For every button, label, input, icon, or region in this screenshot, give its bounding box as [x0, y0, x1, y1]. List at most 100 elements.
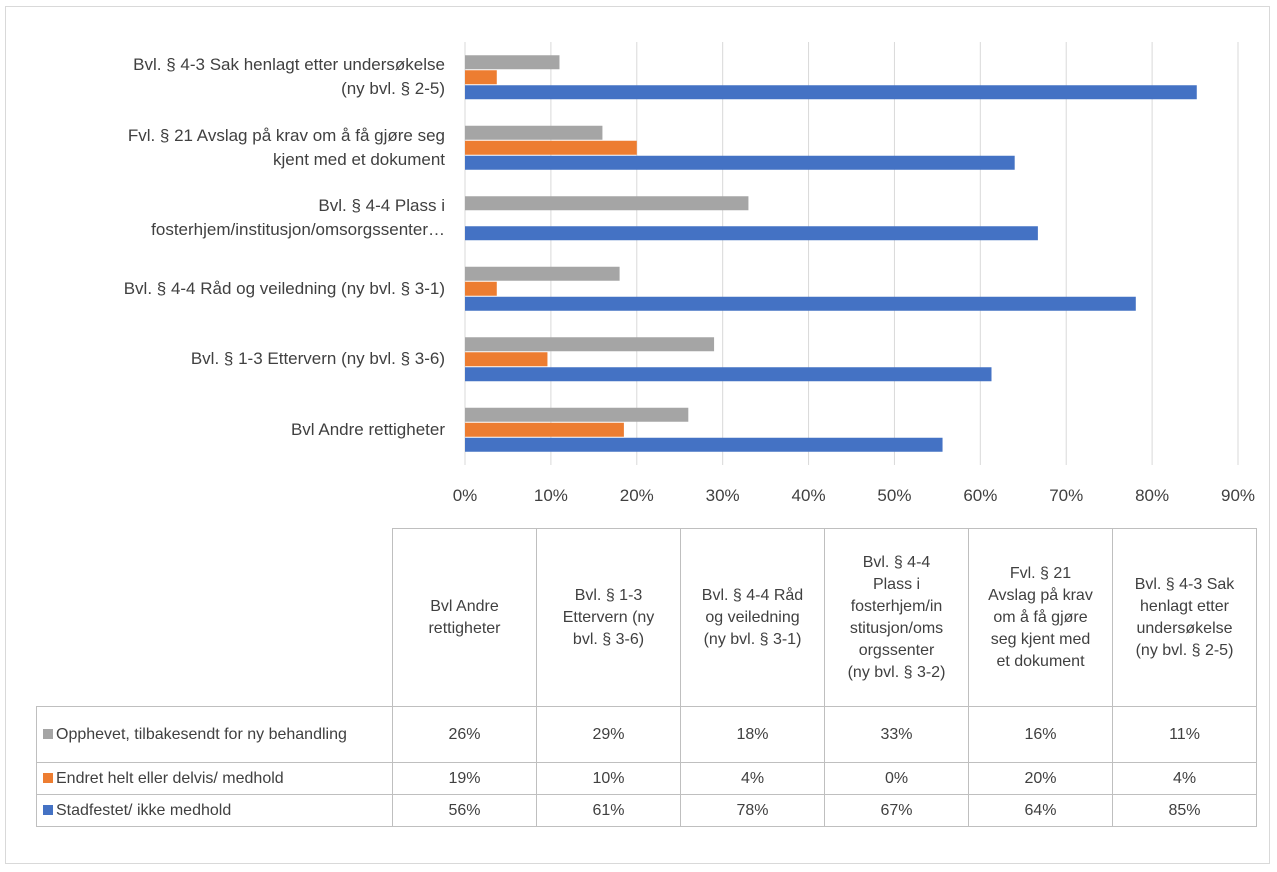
table-header-line: seg kjent med — [990, 630, 1091, 648]
category-label-line: Bvl. § 4-3 Sak henlagt etter undersøkels… — [133, 55, 445, 75]
data-label: 19% — [392, 762, 537, 795]
table-header-line: og veiledning — [705, 608, 800, 626]
bar — [465, 422, 624, 437]
bar — [465, 296, 1136, 311]
table-header-line: orgssenter — [858, 641, 935, 659]
category-label-line: (ny bvl. § 2-5) — [341, 79, 445, 99]
legend-swatch — [43, 728, 53, 739]
table-row: Stadfestet/ ikke medhold 56% 61% 78% 67% 64% 8… — [36, 794, 1257, 827]
category-label-line: kjent med et dokument — [273, 149, 445, 169]
bar — [465, 85, 1197, 100]
table-header-line: Fvl. § 21 — [1009, 564, 1072, 582]
data-label: 18% — [680, 706, 825, 763]
legend-label: Endret helt eller delvis/ medhold — [56, 769, 284, 787]
table-header-line: Bvl. § 4-4 — [862, 553, 931, 571]
table-header-line: (ny bvl. § 3-1) — [703, 630, 802, 648]
table-header: Bvl. § 4-4 Råd og veiledning (ny bvl. § 3-… — [680, 528, 825, 707]
data-label: 10% — [536, 762, 681, 795]
table-row: Endret helt eller delvis/ medhold 19% 10% 4… — [36, 762, 1257, 795]
tick-label: 70% — [1049, 486, 1084, 505]
bar — [465, 70, 497, 85]
data-label: 67% — [824, 794, 969, 827]
data-label: 26% — [392, 706, 537, 763]
bar — [465, 266, 620, 281]
table-header-line: henlagt etter — [1140, 597, 1229, 615]
tick-label: 10% — [533, 486, 568, 505]
data-label: 16% — [968, 706, 1113, 763]
bar — [465, 55, 560, 70]
tick-label: 40% — [791, 486, 826, 505]
bar — [465, 196, 749, 211]
bar — [465, 437, 943, 452]
category-label: Bvl. § 1-3 Ettervern (ny bvl. § 3-6) — [5, 347, 445, 371]
table-corner — [36, 528, 393, 707]
table-header: Fvl. § 21 Avslag på krav om å få gjøre seg … — [968, 528, 1113, 707]
legend-entry: Opphevet, tilbakesendt for ny behandling — [36, 706, 393, 763]
table-header-line: (ny bvl. § 2-5) — [1135, 641, 1234, 659]
tick-label: 60% — [963, 486, 998, 505]
legend-swatch — [43, 804, 53, 815]
table-header: Bvl. § 1-3 Ettervern (ny bvl. § 3-6) — [536, 528, 681, 707]
category-label-line: Bvl. § 4-4 Råd og veiledning (ny bvl. § … — [123, 278, 445, 298]
data-label: 0% — [824, 762, 969, 795]
table-header-line: Bvl. § 1-3 — [574, 586, 643, 604]
table-header-line: Bvl. § 4-4 Råd — [701, 586, 804, 604]
table-header-line: Avslag på krav — [988, 586, 1093, 604]
category-label: Bvl. § 4-4 Råd og veiledning (ny bvl. § … — [5, 277, 445, 301]
table-header-line: fosterhjem/in — [850, 597, 943, 615]
tick-label: 0% — [452, 486, 478, 505]
data-label: 33% — [824, 706, 969, 763]
table-header-line: rettigheter — [428, 619, 501, 637]
data-label: 78% — [680, 794, 825, 827]
data-label: 4% — [680, 762, 825, 795]
table-header-line: Ettervern (ny — [562, 608, 655, 626]
table-header-line: undersøkelse — [1136, 619, 1233, 637]
tick-label: 90% — [1220, 486, 1256, 505]
table-header-line: bvl. § 3-6) — [572, 630, 645, 648]
table-header: Bvl. § 4-3 Sak henlagt etter undersøkelse (… — [1112, 528, 1257, 707]
data-label: 85% — [1112, 794, 1257, 827]
bar — [465, 155, 1015, 170]
data-label: 64% — [968, 794, 1113, 827]
legend-label: Stadfestet/ ikke medhold — [56, 801, 232, 819]
bar — [465, 226, 1038, 241]
bar — [465, 125, 603, 140]
data-label: 4% — [1112, 762, 1257, 795]
table-header-line: (ny bvl. § 3-2) — [847, 663, 946, 681]
category-label: Bvl. § 4-3 Sak henlagt etter undersøkels… — [5, 53, 445, 101]
legend-entry: Endret helt eller delvis/ medhold — [36, 762, 393, 795]
table-header-line: stitusjon/oms — [849, 619, 944, 637]
data-label: 29% — [536, 706, 681, 763]
category-label-line: Bvl Andre rettigheter — [290, 419, 445, 439]
tick-label: 50% — [877, 486, 912, 505]
category-label: Bvl. § 4-4 Plass i fosterhjem/institusjon… — [5, 194, 445, 242]
table-header-line: Bvl. § 4-3 Sak — [1134, 575, 1235, 593]
table-header-line: et dokument — [996, 652, 1085, 670]
table-header: Bvl. § 4-4 Plass i fosterhjem/in stitusjon/… — [824, 528, 969, 707]
bar — [465, 352, 548, 367]
tick-label: 20% — [619, 486, 654, 505]
table-header-line: Plass i — [872, 575, 921, 593]
table-header-line: om å få gjøre — [993, 608, 1088, 626]
data-label: 61% — [536, 794, 681, 827]
legend-label: Opphevet, tilbakesendt for ny behandling — [56, 725, 347, 743]
category-label-line: Fvl. § 21 Avslag på krav om å få gjøre s… — [127, 125, 445, 145]
bar — [465, 407, 689, 422]
category-label-line: Bvl. § 4-4 Plass i — [318, 196, 445, 216]
category-label: Fvl. § 21 Avslag på krav om å få gjøre s… — [5, 124, 445, 172]
legend-entry: Stadfestet/ ikke medhold — [36, 794, 393, 827]
table-header-line: Bvl Andre — [430, 597, 499, 615]
bar — [465, 140, 637, 155]
table-header: Bvl Andre rettigheter — [392, 528, 537, 707]
chart-frame — [5, 6, 1270, 864]
data-label: 11% — [1112, 706, 1257, 763]
data-label: 20% — [968, 762, 1113, 795]
legend-swatch — [43, 772, 53, 783]
table-row: Opphevet, tilbakesendt for ny behandling… — [36, 706, 1257, 763]
tick-label: 80% — [1135, 486, 1170, 505]
bar — [465, 281, 497, 296]
tick-label: 30% — [705, 486, 740, 505]
data-label: 56% — [392, 794, 537, 827]
data-table: Bvl Andre rettigheter Bvl. § 1-3 Ettervern … — [36, 528, 1257, 827]
